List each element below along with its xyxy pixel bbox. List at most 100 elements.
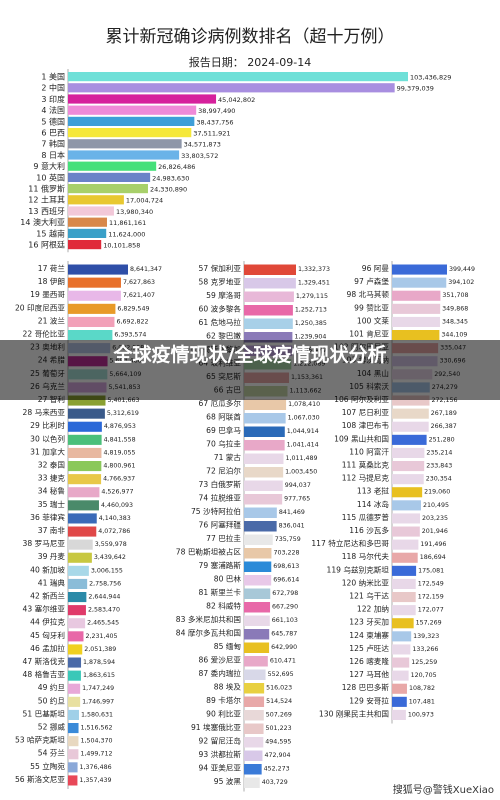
bar [244, 305, 293, 316]
bar-label: 78 巴勒斯坦被占区 [176, 547, 242, 557]
bar-value: 5,312,619 [107, 410, 139, 417]
bar-value: 219,060 [424, 489, 450, 496]
bar-label: 81 斯里兰卡 [199, 587, 242, 597]
bar-value: 403,729 [262, 779, 288, 786]
bar-label: 18 伊朗 [38, 276, 65, 286]
bar [68, 657, 82, 668]
bar-label: 52 挪威 [38, 722, 66, 732]
bar-label: 80 巴林 [214, 574, 242, 584]
bar [68, 709, 79, 720]
bar-label: 67 厄瓜多尔 [199, 398, 242, 408]
bar-label: 126 喀麦隆 [349, 656, 389, 666]
bar-value: 157,269 [416, 620, 442, 627]
bar-label: 75 沙特阿拉伯 [191, 506, 241, 516]
bar-label: 83 多米尼加共和国 [176, 614, 241, 624]
bar [244, 723, 264, 734]
bar-value: 836,041 [279, 523, 305, 530]
bar-value: 698,613 [273, 563, 299, 570]
bar [68, 290, 121, 301]
bar [392, 683, 407, 694]
bar-label: 37 南非 [38, 525, 66, 535]
bar-value: 24,983,630 [152, 174, 189, 182]
bar [244, 534, 273, 545]
bar-value: 1,580,631 [81, 711, 113, 718]
bar-label: 82 科威特 [206, 601, 241, 611]
bar-label: 61 危地马拉 [199, 317, 242, 327]
bar-value: 7,621,407 [123, 292, 155, 299]
bar-label: 122 加纳 [357, 604, 389, 614]
bar-label: 99 赞比亚 [354, 302, 389, 312]
bar-label: 5 德国 [41, 116, 65, 126]
bar [68, 330, 113, 341]
bar-label: 21 波兰 [38, 315, 66, 325]
bar [244, 696, 265, 707]
bar-value: 1,499,712 [80, 751, 112, 758]
bar [244, 426, 285, 437]
bar-value: 203,235 [422, 515, 448, 522]
bar [244, 710, 264, 721]
bar [68, 762, 78, 773]
bar-value: 472,904 [264, 752, 290, 759]
bar-label: 95 波黑 [214, 776, 242, 786]
bar [244, 521, 277, 532]
bar-value: 610,471 [270, 658, 296, 665]
bar-label: 11 俄罗斯 [28, 184, 65, 194]
bar [244, 777, 260, 788]
bar [244, 264, 296, 275]
bar-label: 15 越南 [36, 228, 65, 238]
bar-value: 230,354 [426, 476, 452, 483]
bar-label: 17 荷兰 [38, 263, 66, 273]
bar-label: 117 特立尼达和多巴哥 [311, 538, 389, 548]
bar-label: 125 卢旺达 [349, 643, 389, 653]
bar [68, 683, 81, 694]
bar [68, 303, 116, 314]
bar [392, 500, 421, 511]
bar-label: 36 菲律宾 [30, 512, 65, 522]
bar [68, 139, 182, 149]
bar [68, 723, 79, 734]
bar [244, 318, 293, 329]
bar [68, 696, 81, 707]
bar [68, 195, 124, 205]
bar-value: 139,323 [413, 633, 439, 640]
bar [68, 408, 105, 419]
bar [244, 737, 264, 748]
bar [244, 467, 284, 478]
bar [244, 629, 270, 640]
bar-value: 1,239,904 [294, 334, 326, 341]
bar [68, 775, 78, 786]
bar [244, 440, 285, 451]
bar-value: 125,259 [411, 659, 437, 666]
banner-text: 全球疫情现状/全球疫情现状分析 [113, 344, 387, 366]
bar [68, 565, 89, 576]
bar-value: 642,990 [271, 644, 297, 651]
watermark: 搜狐号@警钱XueXiao [392, 785, 494, 796]
bar-value: 1,279,115 [296, 293, 328, 300]
bar-label: 107 尼日利亚 [342, 407, 390, 417]
bar-label: 47 斯洛伐克 [23, 656, 66, 666]
bar-label: 101 肯尼亚 [349, 329, 389, 339]
bar-value: 7,627,863 [123, 279, 155, 286]
bar [68, 128, 192, 138]
bar [392, 421, 429, 432]
bar [68, 670, 81, 681]
bar-value: 37,511,921 [193, 130, 230, 138]
bar [392, 447, 425, 458]
bar-value: 175,081 [418, 567, 444, 574]
bar-value: 1,516,562 [81, 725, 113, 732]
bar-label: 98 北马其顿 [347, 289, 390, 299]
bar-value: 703,228 [273, 550, 299, 557]
bar [392, 565, 417, 576]
bar-value: 172,549 [418, 580, 444, 587]
bar-label: 45 匈牙利 [30, 630, 65, 640]
bar [68, 526, 97, 537]
bar-value: 2,051,389 [84, 646, 116, 653]
bar-value: 1,504,370 [80, 738, 112, 745]
bar-label: 13 西班牙 [28, 206, 65, 216]
bar [68, 513, 97, 524]
bar [392, 487, 423, 498]
bar [244, 561, 272, 572]
bar [68, 150, 180, 160]
bar-value: 349,868 [442, 305, 468, 312]
bar-value: 33,803,572 [181, 152, 218, 160]
